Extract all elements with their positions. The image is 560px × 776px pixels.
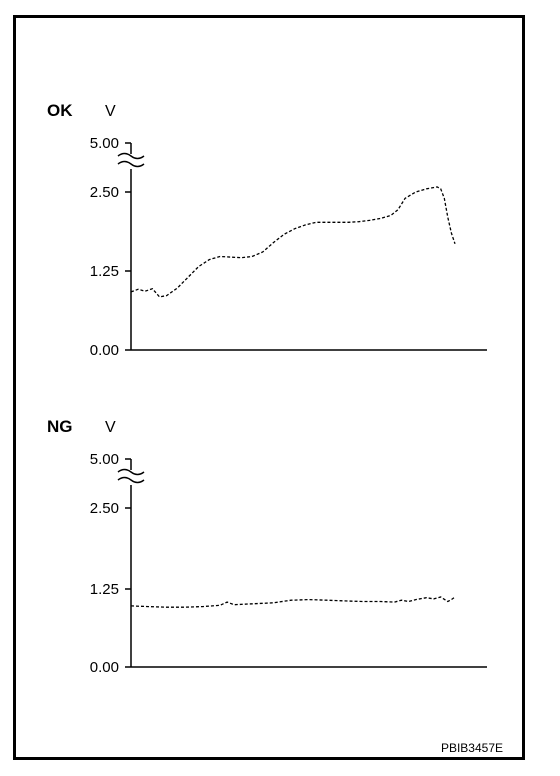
figure-frame [13, 15, 525, 760]
panel-ok-ytick-label: 2.50 [90, 184, 119, 201]
panel-ok-axis-break [117, 152, 145, 160]
panel-ok-ytick-label: 5.00 [90, 135, 119, 152]
panel-ng-ytick-label: 0.00 [90, 659, 119, 676]
panel-ng-ytick-label: 2.50 [90, 500, 119, 517]
panel-ng-ytick-label: 5.00 [90, 451, 119, 468]
panel-ng-ytick-label: 1.25 [90, 581, 119, 598]
panel-ok-ytick-label: 1.25 [90, 263, 119, 280]
panel-ok-series-line [130, 186, 456, 298]
figure-code: PBIB3457E [441, 741, 503, 755]
panel-ok-label: OK [47, 101, 73, 120]
panel-ng-axis-break [117, 476, 145, 484]
panel-ng-ylabel: V [105, 419, 116, 436]
panel-ng-axis-break [117, 468, 145, 476]
panel-ng-label: NG [47, 417, 73, 436]
panel-ng-series-line [130, 596, 456, 608]
panel-ok-axis-break [117, 160, 145, 168]
panel-ok-ylabel: V [105, 103, 116, 120]
panel-ok-ytick-label: 0.00 [90, 342, 119, 359]
